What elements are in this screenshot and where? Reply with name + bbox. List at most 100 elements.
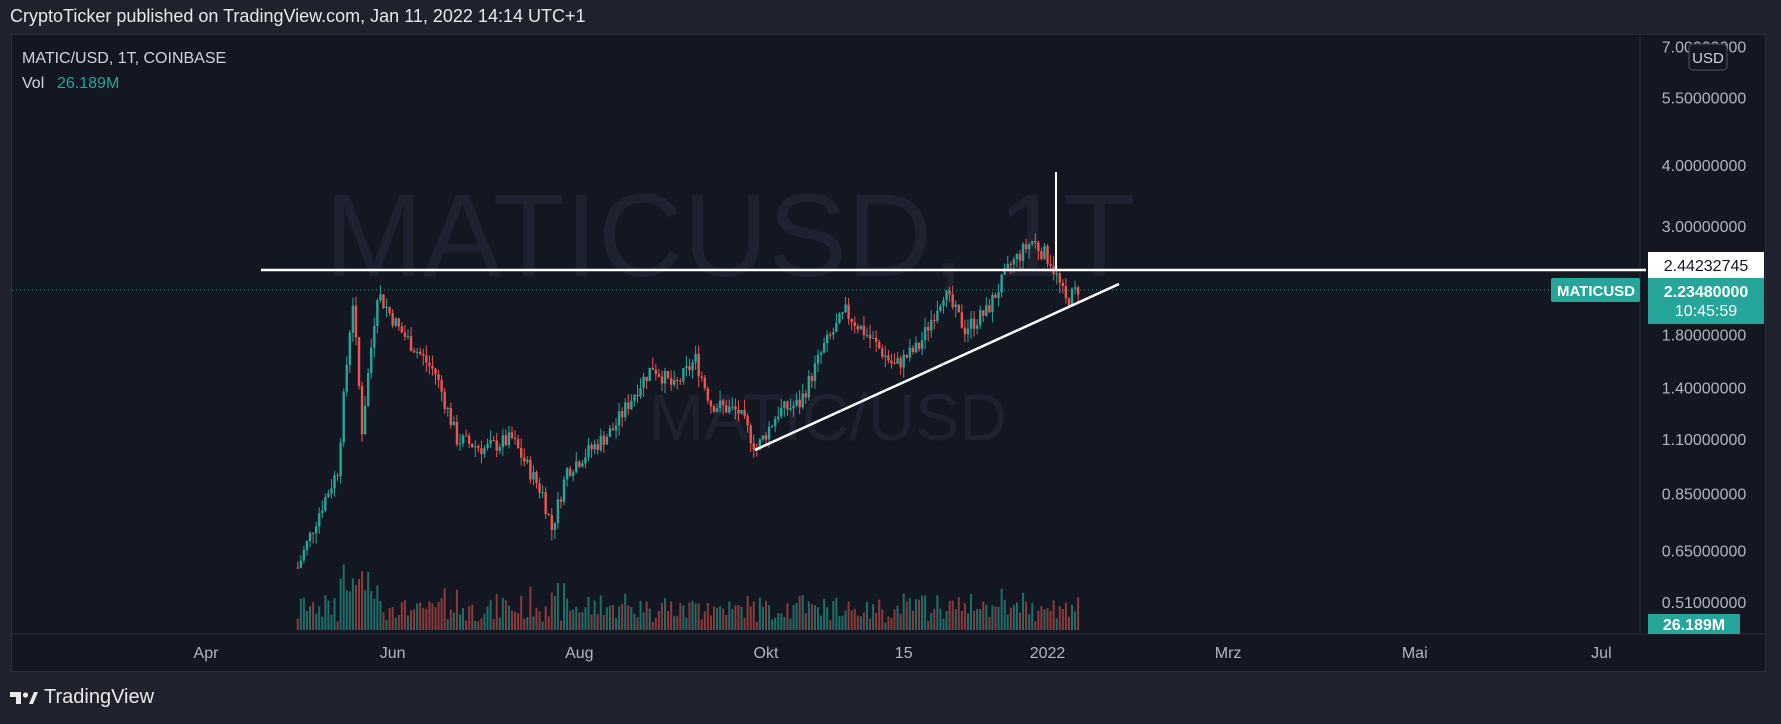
volume-bar bbox=[495, 594, 498, 630]
volume-bar bbox=[572, 609, 575, 630]
candle-body bbox=[461, 435, 465, 444]
candle-body bbox=[296, 567, 300, 569]
volume-bar bbox=[458, 614, 461, 630]
legend-symbol: MATIC/USD, 1T, COINBASE bbox=[22, 50, 226, 67]
volume-bar bbox=[538, 611, 541, 630]
volume-bar bbox=[474, 620, 477, 630]
candle-body bbox=[1058, 273, 1061, 283]
candle-body bbox=[743, 409, 746, 417]
volume-bar bbox=[630, 607, 633, 630]
tradingview-logo[interactable]: TradingView bbox=[10, 686, 154, 709]
candle-body bbox=[666, 370, 670, 379]
volume-bar bbox=[765, 600, 767, 630]
currency-button[interactable] bbox=[1688, 43, 1728, 71]
candle-body bbox=[446, 408, 449, 410]
candle-body bbox=[311, 532, 315, 534]
candle-body bbox=[321, 510, 324, 514]
volume-bar bbox=[786, 603, 789, 630]
volume-bar bbox=[428, 601, 431, 630]
candle-body bbox=[501, 435, 505, 448]
candle-body bbox=[498, 447, 501, 451]
volume-bar bbox=[455, 589, 458, 630]
volume-bar bbox=[737, 605, 740, 630]
candle-body bbox=[483, 448, 486, 455]
volume-bar bbox=[1064, 602, 1067, 630]
volume-bar bbox=[914, 599, 917, 630]
candle-body bbox=[519, 447, 523, 458]
candle-body bbox=[1003, 268, 1006, 275]
volume-bar bbox=[648, 608, 651, 630]
candle-body bbox=[923, 327, 927, 341]
candle-body bbox=[1070, 288, 1074, 306]
volume-bar bbox=[305, 610, 308, 630]
tradingview-logo-icon bbox=[10, 691, 38, 704]
candle-body bbox=[422, 354, 425, 356]
candle-body bbox=[467, 435, 471, 444]
candle-body bbox=[676, 379, 679, 381]
volume-bar bbox=[318, 606, 321, 630]
volume-bar bbox=[321, 616, 324, 630]
volume-bar bbox=[817, 607, 820, 630]
volume-bar bbox=[826, 607, 829, 630]
volume-bar bbox=[416, 603, 419, 630]
legend-vol-value: 26.189M bbox=[57, 75, 119, 92]
y-tick-label: 1.80000000 bbox=[1662, 327, 1747, 344]
candle-body bbox=[324, 497, 327, 511]
volume-bar bbox=[498, 617, 501, 630]
volume-bar bbox=[792, 605, 795, 630]
y-tick-label: 1.10000000 bbox=[1662, 432, 1747, 449]
volume-bar bbox=[299, 598, 302, 630]
candle-body bbox=[752, 443, 755, 450]
volume-bar bbox=[783, 616, 786, 630]
candle-body bbox=[706, 388, 710, 401]
candle-body bbox=[562, 479, 566, 502]
volume-bar bbox=[691, 600, 694, 630]
candle-body bbox=[819, 352, 823, 355]
candle-body bbox=[942, 300, 945, 307]
candle-body bbox=[1073, 287, 1077, 289]
candle-body bbox=[654, 369, 658, 374]
volume-bar bbox=[330, 614, 333, 630]
volume-bar bbox=[838, 615, 841, 630]
volume-bar bbox=[963, 603, 966, 630]
volume-bar bbox=[624, 593, 627, 630]
volume-bar bbox=[434, 607, 437, 630]
x-axis-labels: Apr Jun Aug Okt 15 2022 Mrz Mai Jul bbox=[194, 645, 1612, 662]
volume-bar bbox=[324, 595, 327, 630]
volume-bar bbox=[1049, 610, 1052, 630]
volume-bar bbox=[918, 599, 921, 630]
candle-body bbox=[568, 468, 572, 476]
candle-body bbox=[400, 326, 404, 333]
volume-bar bbox=[887, 616, 890, 630]
candle-body bbox=[550, 515, 553, 530]
candle-body bbox=[679, 380, 682, 382]
candle-body bbox=[544, 492, 547, 515]
candle-body bbox=[1064, 285, 1068, 299]
candle-body bbox=[789, 408, 792, 410]
candle-body bbox=[1043, 246, 1046, 259]
volume-bar bbox=[777, 613, 780, 630]
y-tick-label: 0.65000000 bbox=[1662, 544, 1747, 561]
volume-bars bbox=[296, 564, 1080, 630]
volume-bar bbox=[893, 609, 896, 630]
candle-body bbox=[308, 532, 312, 542]
volume-bar bbox=[801, 595, 804, 630]
candle-body bbox=[783, 401, 786, 408]
candle-body bbox=[516, 438, 520, 448]
volume-bar bbox=[679, 603, 682, 630]
candle-body bbox=[911, 347, 915, 353]
candle-body bbox=[1076, 287, 1080, 295]
volume-bar bbox=[465, 620, 468, 630]
candle-body bbox=[731, 406, 734, 408]
volume-bar bbox=[807, 601, 810, 630]
volume-bar bbox=[611, 605, 614, 630]
candle-body bbox=[587, 444, 590, 458]
candle-body bbox=[764, 435, 768, 440]
volume-bar bbox=[1061, 608, 1064, 630]
volume-bar bbox=[315, 613, 318, 630]
volume-bar bbox=[1040, 606, 1043, 630]
candle-body bbox=[593, 444, 596, 450]
candle-body bbox=[1009, 263, 1013, 265]
ascending-trendline[interactable] bbox=[754, 282, 1120, 452]
